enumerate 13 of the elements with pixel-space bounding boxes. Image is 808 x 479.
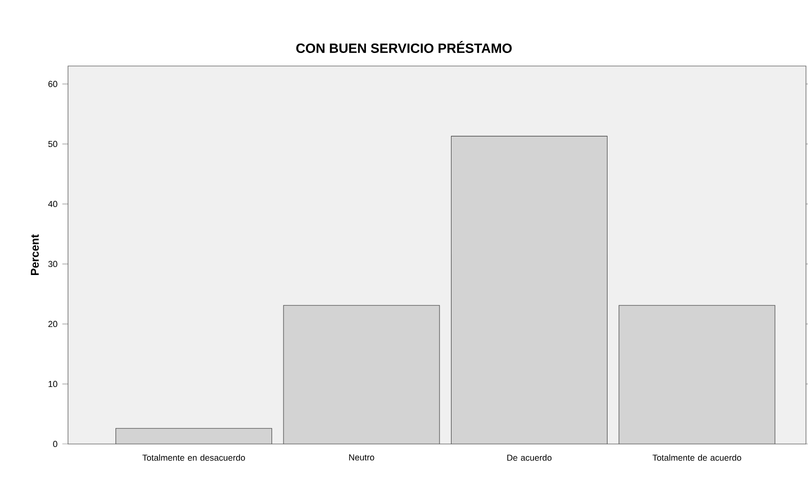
- y-axis-title: Percent: [30, 234, 39, 276]
- y-tick-label: 0: [53, 440, 58, 448]
- x-tick-label: Totalmente de acuerdo: [652, 454, 742, 461]
- y-tick-label: 50: [48, 140, 58, 148]
- x-tick-label: Totalmente en desacuerdo: [142, 454, 245, 461]
- y-tick-label: 30: [48, 260, 58, 268]
- y-tick-label: 20: [48, 320, 58, 328]
- y-tick-label: 60: [48, 80, 58, 88]
- x-tick-label: Neutro: [349, 454, 374, 460]
- chart-title: CON BUEN SERVICIO PRÉSTAMO: [296, 41, 512, 53]
- x-tick-label: De acuerdo: [507, 454, 552, 461]
- y-tick-label: 40: [48, 200, 58, 208]
- y-tick-label: 10: [48, 380, 58, 388]
